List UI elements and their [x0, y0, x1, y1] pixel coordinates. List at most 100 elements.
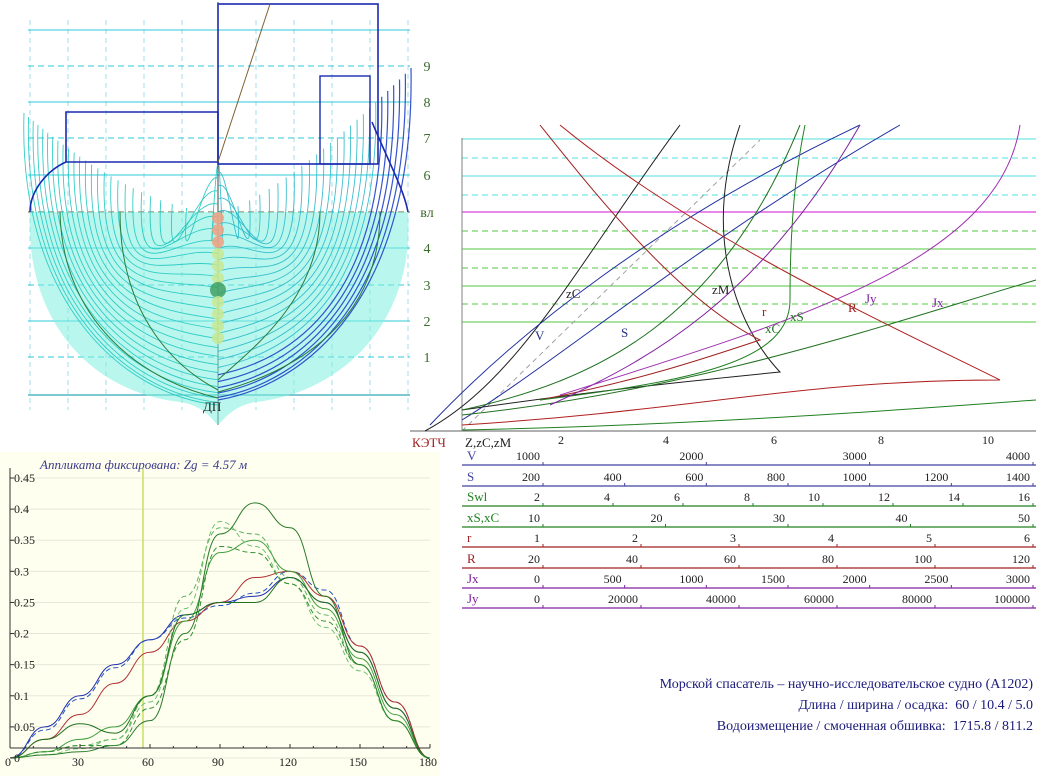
displacement-value: 1715.8 / 811.2: [952, 719, 1033, 734]
superstructure-block: [319, 75, 371, 165]
xC-curve: [461, 124, 801, 411]
frame-line-aft: [42, 128, 219, 388]
zM-curve: [461, 124, 782, 411]
scale-tick-label: 1400: [1006, 470, 1030, 484]
frame-line-aft: [23, 112, 219, 406]
scale-tick-label: 0: [534, 592, 540, 606]
frame-line-aft: [67, 148, 219, 349]
curve-label-S: S: [621, 325, 628, 340]
buoyancy-marker: [212, 236, 224, 248]
superstructure-outline: [217, 3, 379, 165]
scale-tick-label: 14: [948, 490, 960, 504]
y-tick-label: 0.45: [14, 471, 35, 485]
frame-line-aft: [79, 156, 219, 330]
curve-label-Jx: Jx: [932, 295, 944, 310]
y-tick-label: 0.15: [14, 658, 35, 672]
scale-tick-label: 4: [604, 490, 610, 504]
curve-label-xC: xC: [765, 321, 780, 336]
scale-tick-label: 1: [534, 531, 540, 545]
scale-name-Jx: Jx: [467, 571, 479, 586]
scale-tick-label: 10: [808, 490, 820, 504]
scale-tick-label: 80000: [902, 592, 932, 606]
frame-line-aft: [185, 177, 219, 242]
scale-tick-label: 12: [878, 490, 890, 504]
frame-line-aft: [159, 200, 219, 244]
scale-tick-label: 2500: [924, 572, 948, 586]
frame-line-fore: [217, 85, 395, 389]
chart-series-6: [9, 521, 431, 759]
frame-line-fore: [217, 154, 318, 284]
chart-series-9: [9, 545, 431, 759]
frame-line-aft: [28, 116, 219, 403]
frame-line-fore: [217, 142, 332, 305]
frame-line-aft: [140, 192, 219, 250]
scale-tick-label: 80: [822, 552, 834, 566]
frame-line-aft: [117, 180, 219, 266]
frame-line-fore: [217, 79, 401, 394]
scale-tick-label: 2000: [679, 449, 703, 463]
frame-line-fore: [217, 194, 261, 240]
y-tick-label: 0.1: [14, 689, 29, 703]
scale-tick-label: 6: [1024, 531, 1030, 545]
chart-series-8: [9, 577, 431, 759]
scale-tick-label: 1500: [761, 572, 785, 586]
chart-series-3: [9, 570, 431, 759]
xS-curve: [539, 124, 806, 401]
frame-line-fore: [217, 137, 338, 315]
frame-line-aft: [62, 144, 219, 357]
scale-tick-label: 8: [744, 490, 750, 504]
vessel-name: Морской спасатель – научно-исследователь…: [659, 677, 1033, 692]
scale-tick-label: 6: [674, 490, 680, 504]
scale-tick-label: 2: [632, 531, 638, 545]
mast-line: [217, 3, 271, 163]
deck-line-fore: [371, 121, 409, 213]
frame-line-fore: [217, 171, 240, 239]
vessel-caption: Морской спасатель – научно-исследователь…: [660, 674, 1033, 737]
frame-line-aft: [57, 140, 219, 366]
R-curve: [461, 124, 1001, 426]
waterline-label-8: 8: [424, 96, 431, 111]
x-tick-label: 90: [212, 755, 224, 769]
S-curve: [461, 124, 901, 421]
scale-tick-label: 400: [604, 470, 622, 484]
buoyancy-marker: [212, 296, 224, 308]
scale-tick-label: 40: [896, 511, 908, 525]
scale-tick-label: 20: [651, 511, 663, 525]
diagonal-guide: [461, 139, 761, 432]
frame-line-fore: [217, 102, 377, 368]
scale-name-S: S: [467, 469, 474, 484]
frame-line-aft: [132, 188, 219, 254]
buoyancy-marker: [212, 212, 224, 224]
displacement-line: Водоизмещение / смоченная обшивка: 1715.…: [660, 716, 1033, 737]
displacement-label: Водоизмещение / смоченная обшивка:: [716, 719, 946, 734]
frame-line-fore: [217, 119, 358, 344]
y-tick-label: 0.4: [14, 502, 29, 516]
aft-deckhouse: [65, 111, 219, 162]
scale-tick-label: 100: [914, 552, 932, 566]
baseline-label: ДП: [203, 399, 221, 414]
dimensions-line: Длина / ширина / осадка: 60 / 10.4 / 5.0: [660, 695, 1033, 716]
scale-tick-label: 500: [604, 572, 622, 586]
axis-tick-label: 10: [982, 433, 994, 447]
frame-line-fore: [217, 131, 345, 325]
scale-tick-label: 16: [1018, 490, 1030, 504]
buoyancy-marker: [212, 224, 224, 236]
buoyancy-marker: [212, 320, 224, 332]
frame-line-fore: [217, 73, 406, 398]
frame-line-aft: [110, 176, 219, 277]
stability-chart: 0 0.05 0.1 0.15 0.2 0.25 0.3 0.35 0.4 0.45 0 30 60 90…: [0, 452, 440, 776]
scale-tick-label: 800: [767, 470, 785, 484]
frame-line-fore: [217, 171, 295, 254]
frame-line-fore: [217, 184, 251, 239]
frame-line-fore: [217, 114, 364, 352]
y-tick-label: 0: [14, 751, 20, 765]
frame-line-aft: [84, 160, 219, 320]
x-tick-label: 180: [419, 755, 437, 769]
chart-background: [0, 452, 440, 776]
waterline-label-9: 9: [424, 60, 431, 75]
dimensions-value: 60 / 10.4 / 5.0: [955, 698, 1033, 713]
scale-tick-label: 3: [730, 531, 736, 545]
scale-tick-label: 600: [685, 470, 703, 484]
scale-tick-label: 3000: [1006, 572, 1030, 586]
scale-tick-label: 20: [528, 552, 540, 566]
